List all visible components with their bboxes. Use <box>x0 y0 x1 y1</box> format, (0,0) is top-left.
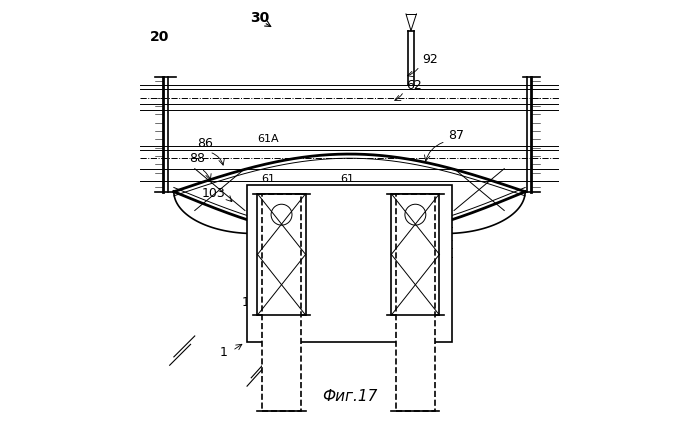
Text: 88: 88 <box>189 152 205 165</box>
Text: 86: 86 <box>197 137 213 150</box>
Bar <box>261 194 301 411</box>
Text: 20: 20 <box>150 30 169 44</box>
Text: 103: 103 <box>202 187 226 200</box>
Text: 92: 92 <box>423 53 438 67</box>
Bar <box>391 194 440 315</box>
Text: 62: 62 <box>406 79 421 91</box>
Text: 28B: 28B <box>406 340 431 353</box>
Text: 12: 12 <box>291 317 307 330</box>
Text: 11A: 11A <box>241 296 266 309</box>
Bar <box>247 185 452 342</box>
Bar <box>396 194 435 411</box>
Text: 61: 61 <box>340 174 354 184</box>
Text: 61A: 61A <box>257 134 279 144</box>
Text: 87: 87 <box>448 129 463 142</box>
Text: 91: 91 <box>296 223 311 236</box>
Text: 30: 30 <box>250 11 269 25</box>
Text: 17: 17 <box>329 223 345 236</box>
Text: 11: 11 <box>329 265 345 277</box>
Text: 618: 618 <box>361 187 384 200</box>
Text: 61: 61 <box>261 174 275 184</box>
Text: 1: 1 <box>220 346 228 359</box>
Bar <box>257 194 305 315</box>
Text: 89: 89 <box>302 189 318 203</box>
Text: Фиг.17: Фиг.17 <box>322 389 377 404</box>
